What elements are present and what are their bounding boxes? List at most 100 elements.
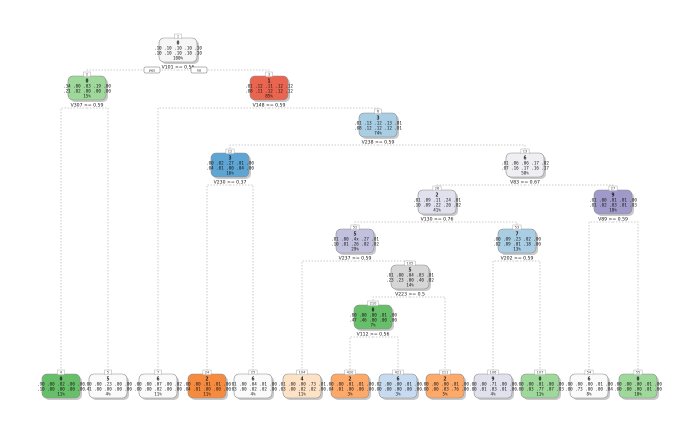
- tree-node: 6 3.01 .13 .12 .13 .01.08 .12 .12 .12 .01…: [354, 108, 402, 146]
- node-percent: 11%: [298, 392, 306, 397]
- node-split-rule: V83 >= 0.67: [510, 180, 540, 186]
- node-class-label: 0: [371, 308, 374, 314]
- node-id: 3: [268, 72, 270, 76]
- node-prob-row-2: .00 .03 .77 .07 .03: [516, 387, 564, 392]
- node-prob-row-1: .00 .00 .00 .01 .00: [614, 382, 662, 387]
- node-split-rule: V230 >= 0.37: [214, 180, 247, 186]
- node-split-rule: V89 >= 0.59: [598, 217, 628, 223]
- node-prob-row-1: .00 .00 .23 .00 .00: [84, 382, 132, 387]
- node-prob-row-1: .01 .00 .01 .01 .00: [589, 198, 637, 203]
- node-prob-row-2: .23 .23 .00 .40 .02: [386, 278, 434, 283]
- node-percent: 18%: [609, 208, 617, 213]
- tree-edge-27-55: [613, 221, 639, 371]
- node-prob-row-1: .00 .02 .27 .01 .00: [206, 161, 254, 166]
- node-split-rule: V223 >= 0.5: [395, 292, 425, 298]
- node-id: 420: [347, 370, 355, 374]
- node-class-label: 0: [636, 377, 639, 383]
- node-class-label: 6: [251, 377, 254, 383]
- node-percent: 58%: [521, 171, 529, 176]
- tree-edge-2-4: [60, 107, 87, 371]
- node-class-label: 6: [156, 377, 159, 383]
- node-class-label: 2: [435, 193, 438, 199]
- branch-tag-no: no: [197, 68, 201, 72]
- node-id: 6: [377, 109, 380, 113]
- node-id-box: [584, 369, 594, 375]
- node-split-rule: V101 >= 0.56: [162, 65, 195, 71]
- node-id-box: [154, 369, 162, 375]
- node-prob-row-2: .08 .12 .12 .12 .01: [354, 126, 402, 131]
- node-id-box: [225, 148, 235, 154]
- node-class-label: 3: [376, 116, 379, 122]
- tree-node: 104 4.01 .00 .00 .73 .01.03 .00 .02 .02 .…: [278, 369, 326, 400]
- node-id-box: [296, 369, 308, 375]
- tree-node: 550.00 .00 .00 .01 .00.00 .00 .00 .01 .0…: [614, 369, 662, 400]
- tree-edge-105-210: [372, 296, 410, 302]
- node-percent: 11%: [57, 392, 65, 397]
- node-percent: 3%: [395, 392, 401, 397]
- node-prob-row-2: .00 .73 .00 .00 .04: [565, 387, 613, 392]
- tree-edge-27-54: [588, 221, 613, 371]
- tree-node: 107 0.00 .00 .01 .00 .00.00 .03 .77 .07 .…: [516, 369, 564, 400]
- node-id-box: [174, 33, 182, 39]
- node-class-label: 4: [300, 377, 303, 383]
- node-split-rule: V238 >= 0.59: [362, 140, 395, 146]
- node-class-label: 5: [353, 232, 356, 238]
- node-prob-row-2: .00 .00 .02 .00 .00: [134, 387, 182, 392]
- tree-node: 24 2.00 .00 .01 .01 .00.04 .01 .00 .00 .0…: [183, 369, 231, 400]
- node-percent: 74%: [374, 131, 382, 136]
- node-id-box: [350, 224, 360, 230]
- node-split-rule: V202 >= 0.59: [501, 256, 534, 262]
- node-id-box: [248, 369, 258, 375]
- node-percent: 7%: [370, 323, 376, 328]
- tree-edge-12-24: [206, 184, 230, 371]
- node-id: 7: [157, 370, 159, 374]
- tree-node: 52 5.01 .00 .4x .27 .01.10 .01 .26 .02 .0…: [331, 224, 379, 262]
- node-prob-row-2: .21 .02 .00 .00 .00: [63, 89, 111, 94]
- node-id-box: [344, 369, 356, 375]
- node-percent: 5%: [442, 392, 448, 397]
- node-percent: 8%: [586, 392, 592, 397]
- node-class-label: 0: [176, 41, 179, 47]
- node-id: 55: [636, 370, 641, 374]
- node-prob-row-2: .04 .01 .00 .00 .00: [326, 387, 374, 392]
- node-id: 27: [611, 186, 616, 190]
- tree-nodes: 10.10 .10 .10 .10 .10.10 .10 .10 .10 .10…: [37, 33, 662, 400]
- node-id: 106: [490, 370, 498, 374]
- tree-node: 27 9.01 .00 .01 .01 .00.01 .02 .03 .01 .0…: [589, 185, 637, 223]
- node-id: 5: [107, 370, 109, 374]
- node-prob-row-2: .01 .02 .03 .01 .03: [589, 203, 637, 208]
- node-id-box: [367, 300, 379, 306]
- node-prob-row-1: .00 .09 .23 .02 .00: [493, 237, 541, 242]
- node-id: 105: [407, 261, 414, 265]
- node-id: 1: [177, 34, 179, 38]
- root-branch-tags: yes no: [143, 66, 208, 74]
- node-prob-row-2: .47 .46 .00 .00 .00: [349, 318, 397, 323]
- node-prob-row-1: .01 .00 .04 .03 .01: [386, 273, 434, 278]
- node-class-label: 6: [396, 377, 399, 383]
- tree-node: 26 2.01 .09 .11 .24 .01.10 .09 .22 .20 .0…: [413, 185, 461, 223]
- node-prob-row-1: .00 .00 .00 .01 .00: [565, 382, 613, 387]
- node-prob-row-1: .00 .00 .01 .00 .00: [516, 382, 564, 387]
- tree-node: 7 6.00 .00 .07 .00 .02.00 .00 .02 .00 .00…: [134, 369, 182, 400]
- node-id: 53: [515, 225, 520, 229]
- node-prob-row-2: .02 .09 .01 .18 .00: [493, 242, 541, 247]
- node-id-box: [512, 224, 522, 230]
- tree-edge-52-104: [301, 260, 355, 371]
- branch-tag-yes-box: [143, 66, 161, 74]
- node-id-box: [439, 369, 451, 375]
- tree-edges: [60, 69, 639, 371]
- node-prob-row-2: .10 .00 .00 .00 .00: [37, 387, 85, 392]
- node-id: 104: [299, 370, 307, 374]
- node-id-box: [104, 369, 112, 375]
- tree-edge-6-13: [378, 144, 526, 150]
- tree-edge-53-106: [492, 260, 517, 371]
- tree-node: 211 2.00 .00 .00 .01 .00.00 .00 .03 .76 .…: [421, 369, 469, 400]
- node-class-label: 2: [205, 377, 208, 383]
- node-prob-row-2: .03 .00 .02 .02 .00: [229, 387, 277, 392]
- node-id-box: [534, 369, 546, 375]
- tree-edge-26-52: [354, 221, 437, 226]
- tree-node: 2 0.34 .00 .03 .19 .00.21 .02 .00 .00 .00…: [63, 71, 111, 109]
- node-prob-row-1: .01 .06 .06 .17 .02: [501, 161, 549, 166]
- node-id-box: [83, 71, 91, 77]
- tree-edge-6-12: [229, 144, 378, 150]
